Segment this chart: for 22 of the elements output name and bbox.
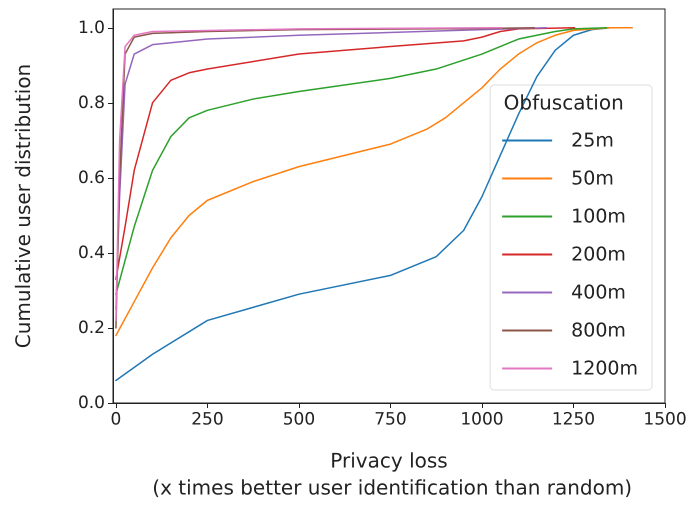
y-tick-label: 0.6 (78, 168, 105, 188)
legend-label: 1200m (571, 358, 638, 380)
legend-label: 50m (571, 168, 614, 190)
y-tick-label: 0.0 (78, 393, 105, 413)
x-tick-label: 250 (191, 410, 224, 430)
y-tick-label: 0.8 (78, 92, 105, 113)
legend-label: 100m (571, 206, 626, 228)
x-tick-label: 750 (374, 410, 407, 430)
x-tick-label: 1500 (643, 410, 687, 430)
y-tick-label: 0.2 (78, 318, 105, 338)
legend-label: 800m (571, 320, 626, 342)
y-tick-label: 0.4 (78, 242, 105, 263)
legend-label: 25m (571, 130, 614, 152)
y-tick-label: 1.0 (78, 18, 105, 38)
x-tick-label: 0 (110, 410, 122, 430)
x-tick-label: 1250 (552, 410, 596, 430)
x-tick-label: 500 (282, 410, 316, 430)
legend-label: 200m (571, 244, 626, 266)
legend-label: 400m (571, 282, 626, 304)
x-axis-title: Privacy loss (x times better user identification than random) (146, 448, 632, 500)
y-axis-title: Cumulative user distribution (11, 64, 35, 348)
x-tick-label: 1000 (460, 410, 504, 430)
